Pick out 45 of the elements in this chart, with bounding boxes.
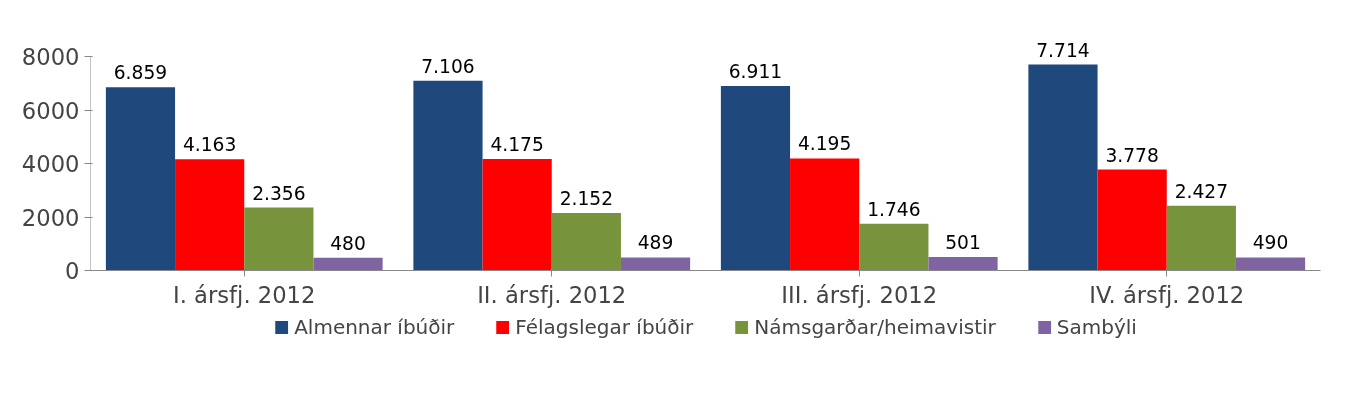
- data-label: 501: [945, 232, 981, 254]
- data-label: 490: [1252, 232, 1289, 254]
- data-label: 6.911: [728, 60, 783, 82]
- data-label: 4.175: [490, 134, 544, 156]
- data-label: 7.106: [421, 55, 475, 77]
- bar: [928, 257, 998, 271]
- x-tick-label: IV. ársfj. 2012: [1089, 281, 1245, 308]
- bar: [244, 207, 314, 271]
- data-label: 6.859: [113, 62, 168, 84]
- bar: [413, 80, 483, 271]
- bar: [1166, 205, 1236, 271]
- legend-label: Sambýli: [1056, 315, 1137, 339]
- data-label: 4.195: [797, 133, 852, 155]
- y-tick-label: 4000: [21, 151, 80, 178]
- y-tick-label: 6000: [21, 97, 80, 124]
- x-tick-label: II. ársfj. 2012: [477, 281, 627, 308]
- data-label: 4.163: [182, 134, 237, 156]
- data-label: 2.152: [559, 188, 614, 210]
- data-label: 7.714: [1036, 39, 1090, 61]
- legend-label: Almennar íbúðir: [294, 315, 455, 339]
- data-label: 489: [637, 232, 674, 254]
- legend-label: Námsgarðar/heimavistir: [754, 315, 996, 339]
- y-tick-label: 8000: [21, 44, 80, 71]
- bar: [175, 159, 245, 271]
- bar: [1235, 257, 1306, 271]
- bar: [551, 213, 621, 271]
- bar: [620, 257, 691, 271]
- data-label: 2.427: [1174, 180, 1229, 202]
- bar: [313, 257, 383, 271]
- bar: [1097, 169, 1167, 271]
- bar: [720, 85, 791, 271]
- y-tick-label: 2000: [21, 204, 80, 231]
- bar: [859, 223, 929, 271]
- bar: [790, 158, 860, 271]
- data-label: 1.746: [867, 198, 921, 220]
- x-tick-label: III. ársfj. 2012: [781, 281, 938, 308]
- bar: [105, 87, 176, 271]
- data-label: 480: [330, 232, 366, 254]
- legend-label: Félagslegar íbúðir: [515, 315, 694, 339]
- data-label: 2.356: [252, 182, 306, 204]
- data-label: 3.778: [1105, 144, 1159, 166]
- y-tick-label: 0: [65, 258, 80, 284]
- bar: [482, 159, 552, 271]
- x-tick-label: I. ársfj. 2012: [173, 281, 316, 308]
- bar: [1028, 64, 1098, 271]
